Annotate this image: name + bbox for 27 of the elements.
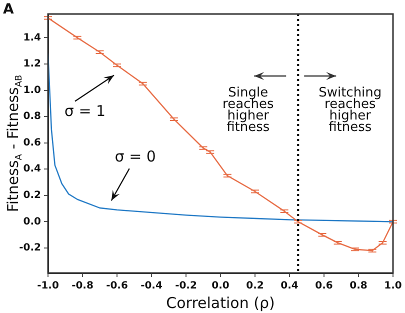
annotation: Single reaches higher fitness <box>222 85 274 135</box>
y-tick-label: 1.4 <box>23 32 42 44</box>
x-tick-label: -1.0 <box>37 280 59 292</box>
x-tick-label: 0.8 <box>350 280 368 292</box>
y-tick-label: 0.4 <box>23 164 42 175</box>
x-tick-label: -0.8 <box>72 280 94 292</box>
y-tick-label: 0.0 <box>23 216 42 228</box>
y-tick-label: 0.8 <box>23 111 42 122</box>
x-tick-label: 0.0 <box>212 280 230 292</box>
x-tick-label: -0.6 <box>106 280 128 292</box>
x-tick-label: 0.4 <box>280 280 298 292</box>
x-tick-label: 1.0 <box>384 280 402 292</box>
y-tick-label: 0.2 <box>23 190 42 202</box>
x-tick-label: -0.2 <box>175 280 197 292</box>
y-tick-label: 1.2 <box>23 58 42 70</box>
text: A <box>3 2 14 18</box>
y-tick-label: -0.2 <box>19 242 42 254</box>
annotation: Switching reaches higher fitness <box>318 85 382 135</box>
y-tick-label: 1.0 <box>23 84 42 96</box>
x-tick-label: 0.2 <box>246 280 264 292</box>
x-tick-label: 0.6 <box>315 280 333 292</box>
x-axis-title: Correlation (ρ) <box>166 294 275 312</box>
annotation: σ = 1 <box>64 102 106 120</box>
y-axis-title: FitnessA - FitnessAB <box>4 74 24 212</box>
annotation: σ = 0 <box>114 147 156 166</box>
y-tick-label: 0.6 <box>23 137 42 148</box>
x-tick-label: -0.4 <box>140 280 162 292</box>
